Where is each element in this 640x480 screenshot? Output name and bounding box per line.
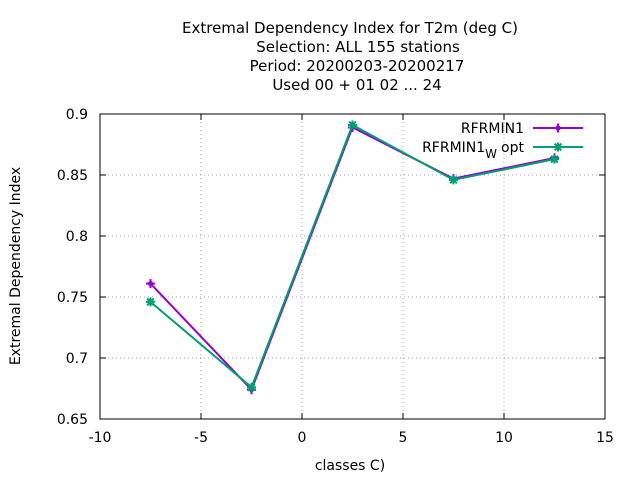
- x-tick-label: -5: [194, 430, 208, 446]
- x-tick-label: 5: [399, 430, 408, 446]
- y-tick-label: 0.65: [57, 412, 88, 428]
- series-2-point: [348, 120, 357, 130]
- legend-marker-series-2: [553, 142, 563, 152]
- title-line-1: Extremal Dependency Index for T2m (deg C…: [182, 19, 518, 37]
- legend: RFRMIN1 RFRMIN1W opt: [422, 121, 583, 161]
- title-line-3: Period: 20200203-20200217: [250, 57, 465, 75]
- x-tick-label: 0: [298, 430, 307, 446]
- series-2-point: [146, 297, 155, 307]
- y-tick-label: 0.85: [57, 168, 88, 184]
- legend-marker-series-1: [553, 123, 563, 133]
- legend-label-series-2: RFRMIN1W opt: [422, 140, 524, 161]
- title-line-4: Used 00 + 01 02 ... 24: [272, 76, 441, 94]
- legend-point-series-2: [553, 142, 563, 152]
- y-tick-label: 0.8: [66, 229, 88, 245]
- plot-frame: [99, 113, 606, 420]
- series-2-point: [449, 175, 458, 185]
- series-1-point: [146, 279, 155, 289]
- legend-label-series-2-tail: opt: [501, 140, 524, 156]
- legend-label-series-2-sub: W: [485, 147, 497, 161]
- series-2: [146, 120, 559, 392]
- grid-lines: [100, 114, 605, 419]
- y-tick-label: 0.75: [57, 290, 88, 306]
- series-2-point: [247, 382, 256, 392]
- y-tick-label: 0.9: [66, 107, 88, 123]
- legend-point-series-1: [553, 123, 563, 133]
- series-1: [146, 122, 559, 395]
- series-layer: [146, 120, 559, 395]
- title-line-2: Selection: ALL 155 stations: [256, 38, 460, 56]
- y-tick-labels: 0.65 0.7 0.75 0.8 0.85 0.9: [57, 107, 88, 428]
- legend-label-series-2-main: RFRMIN1: [422, 140, 485, 156]
- x-tick-label: 15: [596, 430, 614, 446]
- x-tick-label: -10: [89, 430, 112, 446]
- x-tick-label: 10: [495, 430, 513, 446]
- axis-ticks: [99, 113, 606, 420]
- series-1-line: [149, 126, 555, 392]
- y-axis-label: Extremal Dependency Index: [8, 167, 24, 365]
- x-tick-labels: -10 -5 0 5 10 15: [89, 430, 614, 446]
- x-axis-label: classes C): [315, 458, 385, 474]
- y-tick-label: 0.7: [66, 351, 88, 367]
- chart-title: Extremal Dependency Index for T2m (deg C…: [182, 19, 518, 94]
- legend-label-series-1: RFRMIN1: [461, 121, 524, 137]
- series-2-point: [550, 154, 559, 164]
